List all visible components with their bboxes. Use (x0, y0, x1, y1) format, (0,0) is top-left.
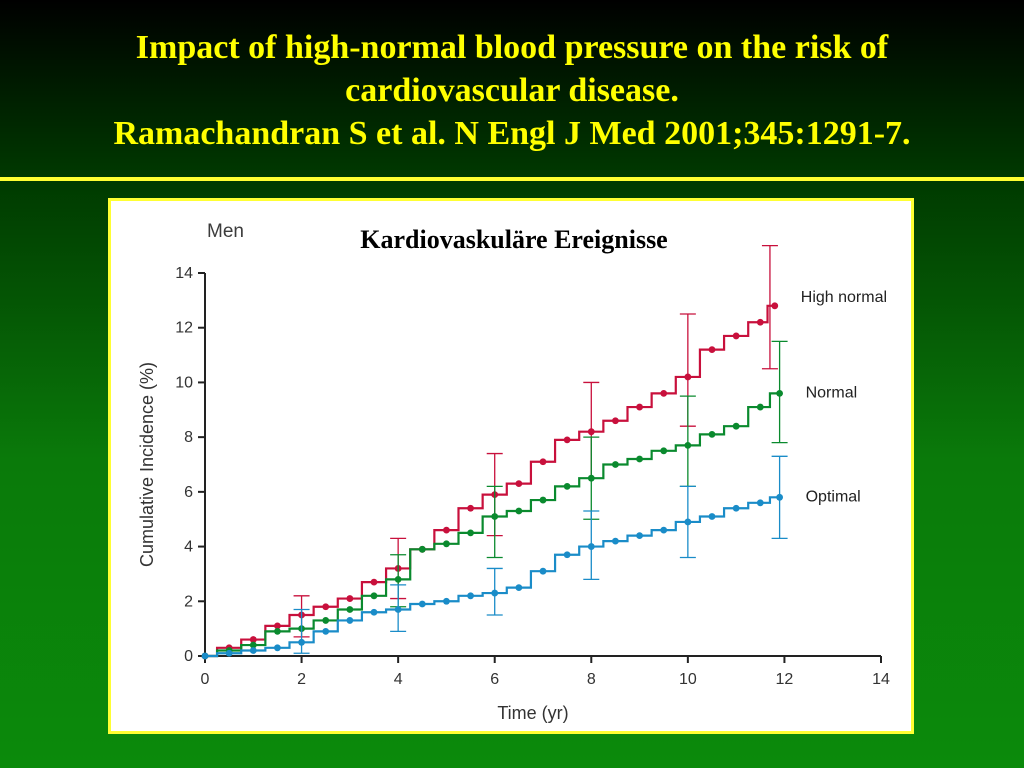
optimal-data-point (708, 513, 716, 520)
normal-data-point (443, 540, 450, 548)
normal-data-point (539, 496, 547, 504)
y-tick-label: 8 (184, 429, 193, 446)
slide-title-line-3: Ramachandran S et al. N Engl J Med 2001;… (113, 115, 911, 152)
normal-data-point (274, 627, 281, 635)
optimal-series-label: Optimal (806, 488, 861, 505)
x-tick-label: 6 (490, 671, 499, 688)
high-normal-data-point (660, 389, 668, 397)
optimal-data-point (756, 499, 764, 507)
normal-data-point (612, 461, 619, 468)
normal-data-point (563, 482, 571, 490)
chart-figure: Men Kardiovaskuläre Ereignisse 0 2 4 6 8 10 12… (108, 198, 914, 734)
normal-data-point (491, 513, 499, 520)
optimal-data-point (660, 526, 668, 534)
normal-data-point (776, 389, 783, 397)
optimal-data-point (467, 592, 474, 600)
optimal-series-line (205, 496, 780, 658)
high-normal-data-point (563, 436, 571, 444)
high-normal-data-point (322, 603, 330, 611)
high-normal-data-point (708, 346, 716, 353)
high-normal-data-point (539, 458, 547, 466)
optimal-data-point (443, 597, 450, 605)
x-tick-label: 14 (872, 671, 890, 688)
normal-data-point (394, 576, 402, 583)
y-tick-label: 6 (184, 484, 193, 501)
normal-data-point (684, 441, 692, 449)
y-tick-label: 14 (175, 265, 193, 282)
high-normal-data-point (443, 526, 450, 534)
optimal-data-point (776, 493, 783, 501)
title-divider (0, 177, 1024, 181)
optimal-data-point (612, 537, 619, 545)
high-normal-data-point (346, 595, 354, 602)
x-tick-label: 10 (679, 671, 697, 688)
high-normal-data-point (467, 504, 474, 512)
optimal-data-point (491, 589, 499, 597)
high-normal-data-point (612, 417, 619, 425)
y-tick-label: 0 (184, 648, 193, 665)
optimal-data-point (539, 567, 547, 575)
normal-data-point (660, 447, 668, 455)
optimal-data-point (515, 584, 523, 592)
y-tick-label: 10 (175, 374, 193, 391)
y-tick-label: 2 (184, 593, 193, 610)
optimal-data-point (225, 649, 233, 657)
optimal-data-point (201, 652, 209, 660)
normal-data-point (587, 474, 595, 482)
normal-data-point (322, 617, 330, 624)
high-normal-data-point (249, 636, 257, 643)
optimal-data-point (322, 627, 330, 635)
slide-title: Impact of high-normal blood pressure on … (0, 26, 1024, 155)
normal-data-point (467, 529, 474, 537)
high-normal-data-point (370, 578, 378, 586)
normal-data-point (708, 431, 716, 438)
chart-plot: 0 2 4 6 8 10 12 14 0 2 4 6 8 10 12 14 Time (yr) Cumulativ… (137, 244, 890, 723)
optimal-data-point (274, 644, 281, 652)
normal-data-point (418, 545, 426, 553)
optimal-data-point (298, 638, 305, 646)
y-tick-label: 4 (184, 539, 193, 556)
optimal-data-point (394, 606, 402, 613)
slide-title-line-2: cardiovascular disease. (345, 72, 679, 109)
high-normal-data-point (587, 428, 595, 436)
normal-series-label: Normal (806, 384, 858, 401)
high-normal-data-point (274, 622, 281, 630)
normal-data-point (346, 606, 354, 613)
x-tick-label: 12 (776, 671, 794, 688)
optimal-data-point (346, 617, 354, 624)
slide-title-line-1: Impact of high-normal blood pressure on … (135, 29, 889, 66)
high-normal-data-point (636, 403, 643, 411)
x-tick-label: 8 (587, 671, 596, 688)
normal-data-point (515, 507, 523, 515)
x-tick-label: 2 (297, 671, 306, 688)
normal-data-point (249, 641, 257, 649)
normal-data-point (370, 592, 378, 600)
high-normal-data-point (756, 318, 764, 326)
high-normal-data-point (732, 332, 740, 340)
high-normal-series-label: High normal (801, 289, 887, 306)
optimal-data-point (249, 647, 257, 654)
x-axis-label: Time (yr) (497, 703, 568, 723)
optimal-data-point (563, 551, 571, 559)
high-normal-data-point (515, 480, 523, 488)
optimal-data-point (587, 543, 595, 550)
chart-title: Kardiovaskuläre Ereignisse (360, 225, 668, 254)
high-normal-series-line (205, 304, 775, 658)
optimal-data-point (684, 518, 692, 526)
panel-label: Men (207, 221, 244, 242)
optimal-data-point (636, 532, 643, 540)
optimal-data-point (370, 608, 378, 616)
normal-data-point (756, 403, 764, 411)
high-normal-data-point (684, 373, 692, 381)
y-tick-label: 12 (175, 320, 193, 337)
x-tick-label: 0 (201, 671, 210, 688)
y-axis-label: Cumulative Incidence (%) (137, 362, 157, 567)
normal-data-point (732, 422, 740, 430)
normal-series-line (205, 392, 780, 658)
optimal-data-point (732, 504, 740, 512)
x-tick-label: 4 (394, 671, 403, 688)
high-normal-data-point (771, 302, 779, 310)
normal-data-point (636, 455, 643, 463)
optimal-data-point (418, 600, 426, 608)
